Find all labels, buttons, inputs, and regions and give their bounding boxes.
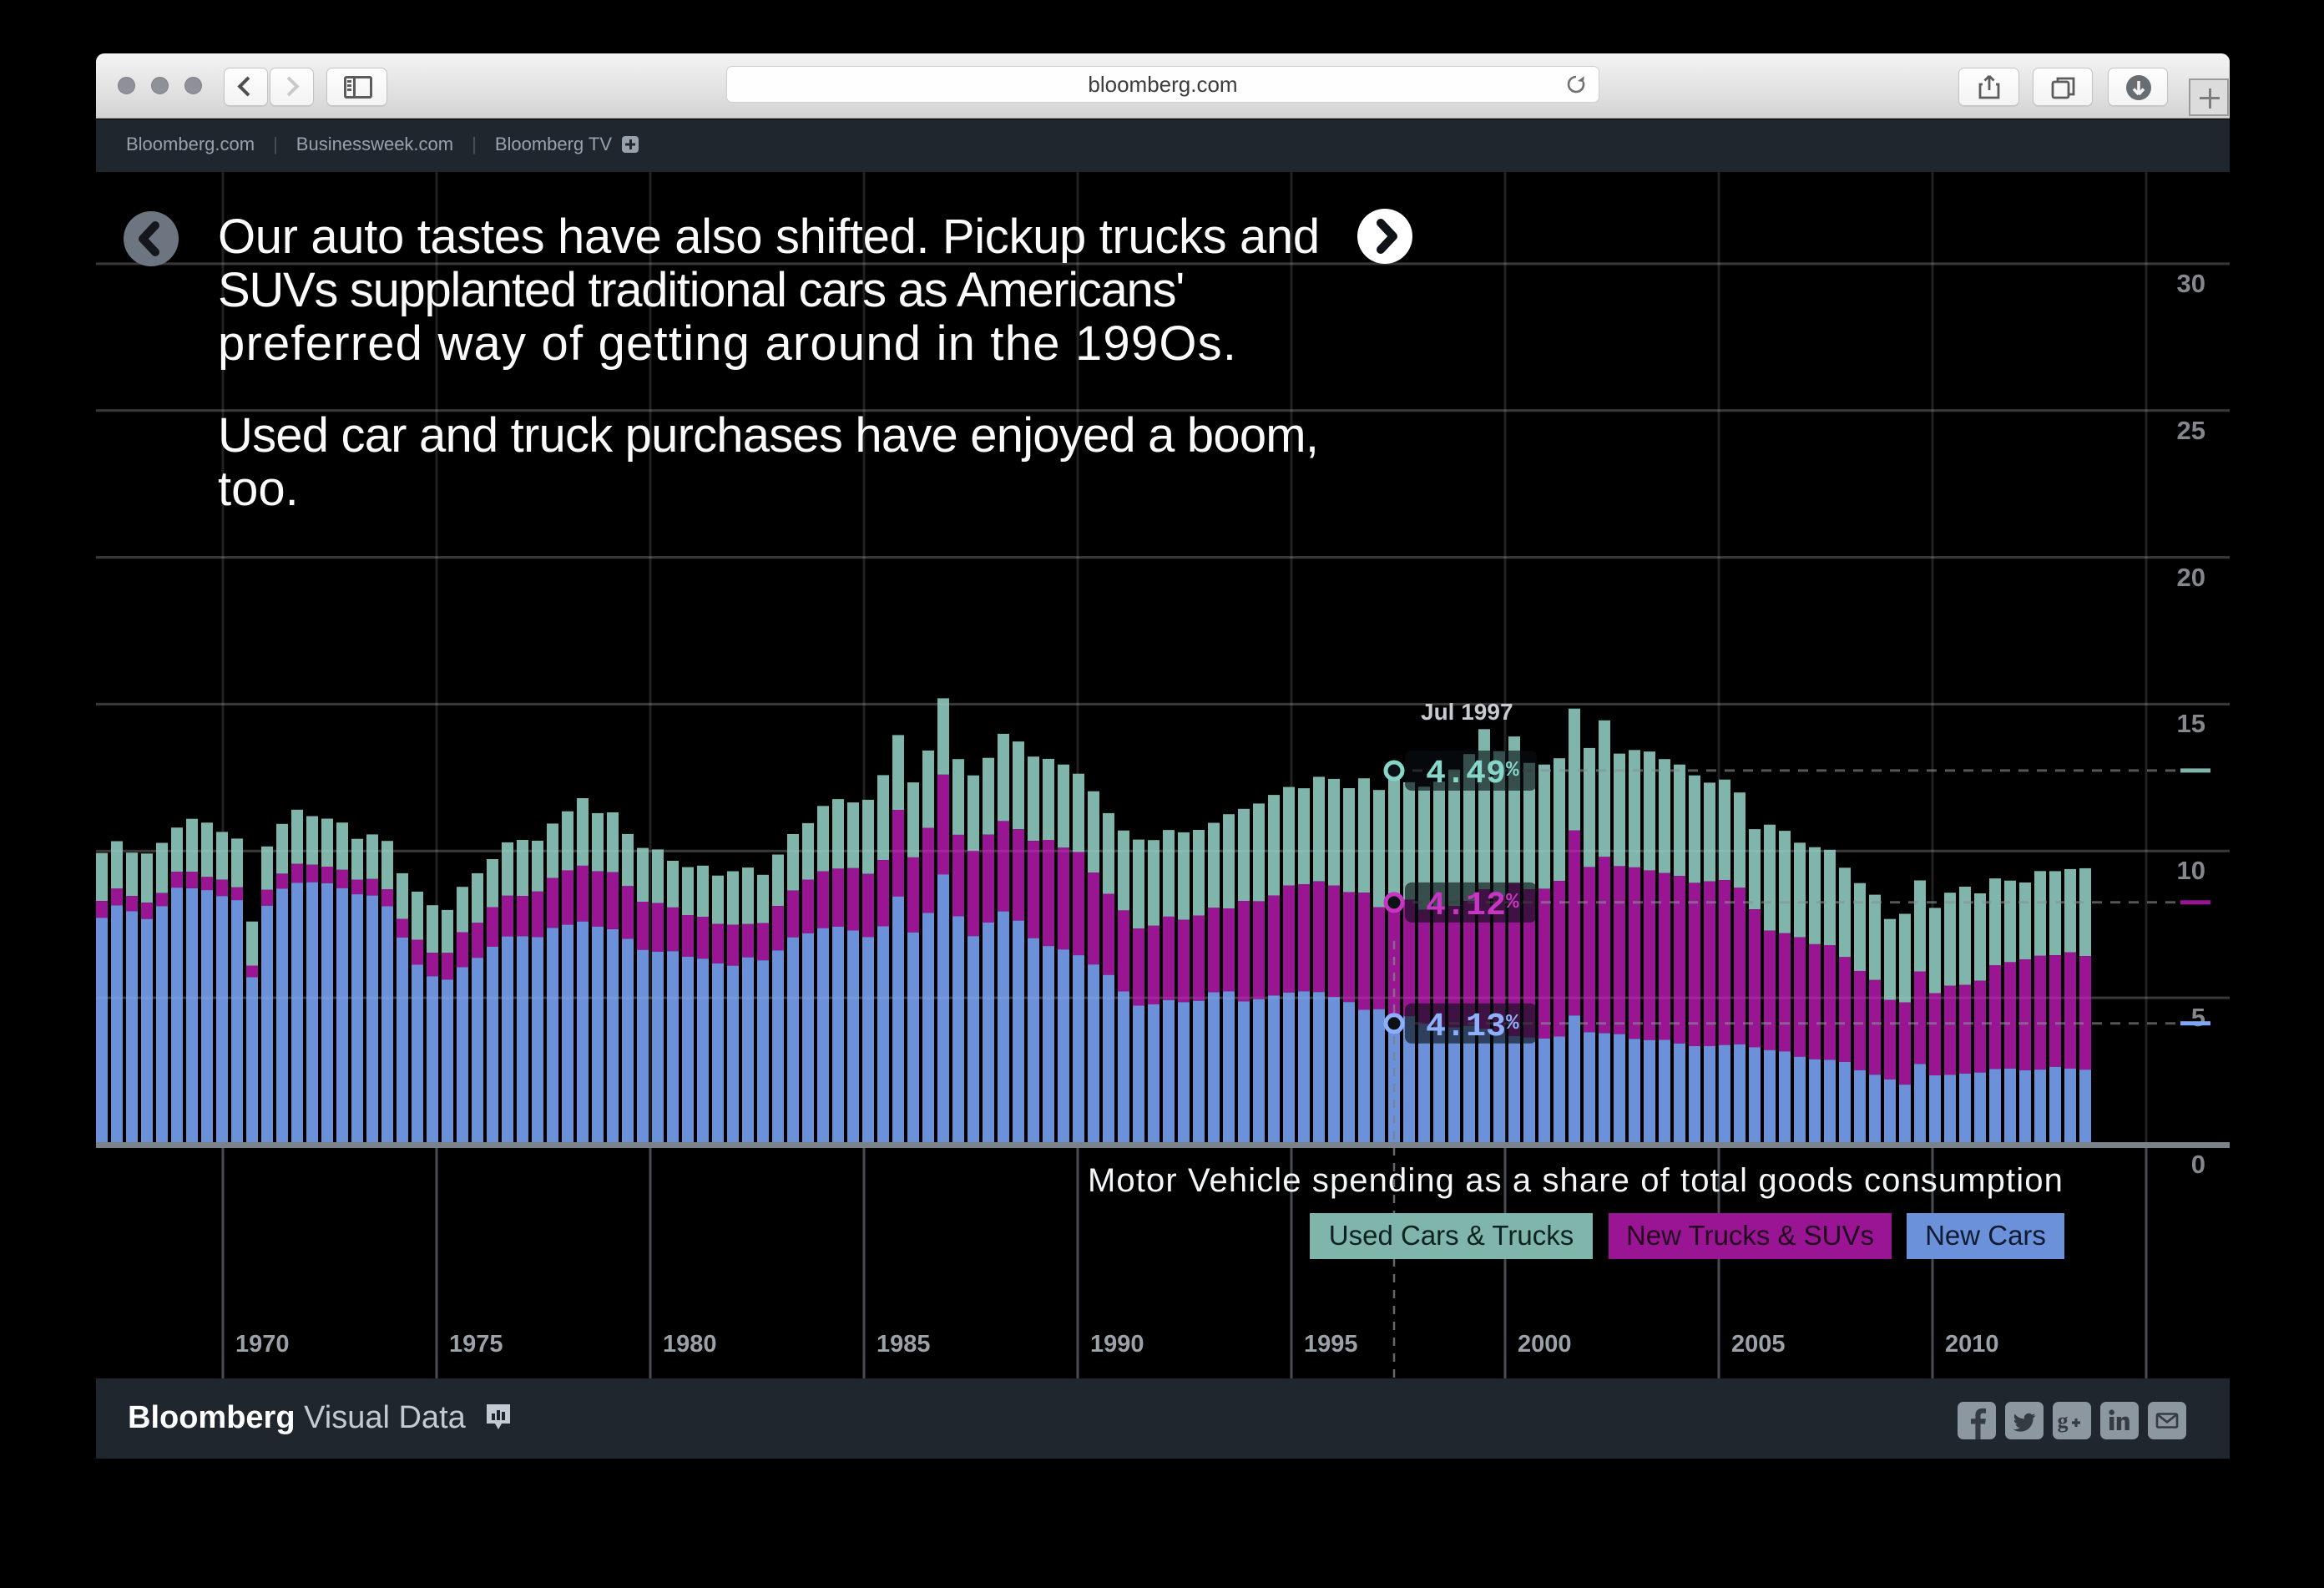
svg-text:g: g: [2058, 1408, 2069, 1433]
svg-text:New Cars: New Cars: [1925, 1220, 2046, 1251]
svg-text:5: 5: [2191, 1003, 2205, 1032]
svg-text:1990: 1990: [1090, 1331, 1144, 1358]
svg-text:New Trucks & SUVs: New Trucks & SUVs: [1626, 1220, 1874, 1251]
svg-text:15: 15: [2177, 709, 2205, 738]
svg-text:0: 0: [2191, 1150, 2205, 1179]
svg-text:1980: 1980: [663, 1331, 717, 1358]
svg-text:1970: 1970: [235, 1331, 290, 1358]
svg-text:25: 25: [2177, 416, 2205, 445]
svg-text:10: 10: [2177, 856, 2205, 885]
svg-text:2000: 2000: [1518, 1331, 1572, 1358]
svg-text:2010: 2010: [1945, 1331, 1999, 1358]
svg-text:Used Cars & Trucks: Used Cars & Trucks: [1329, 1220, 1574, 1251]
svg-text:4.13%: 4.13%: [1426, 1009, 1519, 1046]
svg-text:Jul 1997: Jul 1997: [1421, 699, 1513, 725]
svg-text:2005: 2005: [1731, 1331, 1786, 1358]
svg-text:1995: 1995: [1304, 1331, 1358, 1358]
svg-text:30: 30: [2177, 269, 2205, 298]
svg-text:Motor Vehicle spending as a sh: Motor Vehicle spending as a share of tot…: [1088, 1162, 2064, 1199]
svg-text:4.49%: 4.49%: [1426, 756, 1519, 793]
svg-text:4.12%: 4.12%: [1426, 888, 1519, 925]
svg-text:1975: 1975: [449, 1331, 503, 1358]
svg-text:20: 20: [2177, 563, 2205, 592]
svg-text:1985: 1985: [877, 1331, 931, 1358]
